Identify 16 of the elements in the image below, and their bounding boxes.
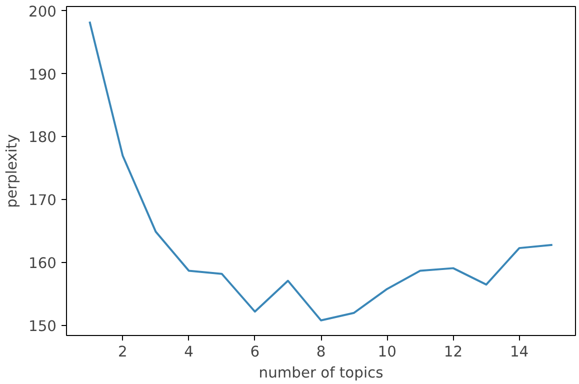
y-tick-label: 170 xyxy=(28,192,57,210)
x-tick-label: 8 xyxy=(316,344,326,360)
x-tick-label: 12 xyxy=(444,344,463,360)
y-tick-label: 190 xyxy=(28,66,57,84)
y-axis-title: perplexity xyxy=(4,134,21,208)
y-tick-label: 150 xyxy=(28,318,57,335)
line-series xyxy=(88,20,554,322)
x-tick-label: 6 xyxy=(250,344,260,360)
y-tick-label: 180 xyxy=(28,129,57,146)
y-tick-label: 160 xyxy=(28,255,57,272)
x-tick-label: 14 xyxy=(510,344,529,360)
y-tick-label: 200 xyxy=(28,3,57,20)
x-axis-title: number of topics xyxy=(258,364,384,382)
x-tick-label: 2 xyxy=(118,344,128,360)
x-tick-label: 4 xyxy=(184,344,194,360)
x-tick-label: 10 xyxy=(378,344,396,360)
